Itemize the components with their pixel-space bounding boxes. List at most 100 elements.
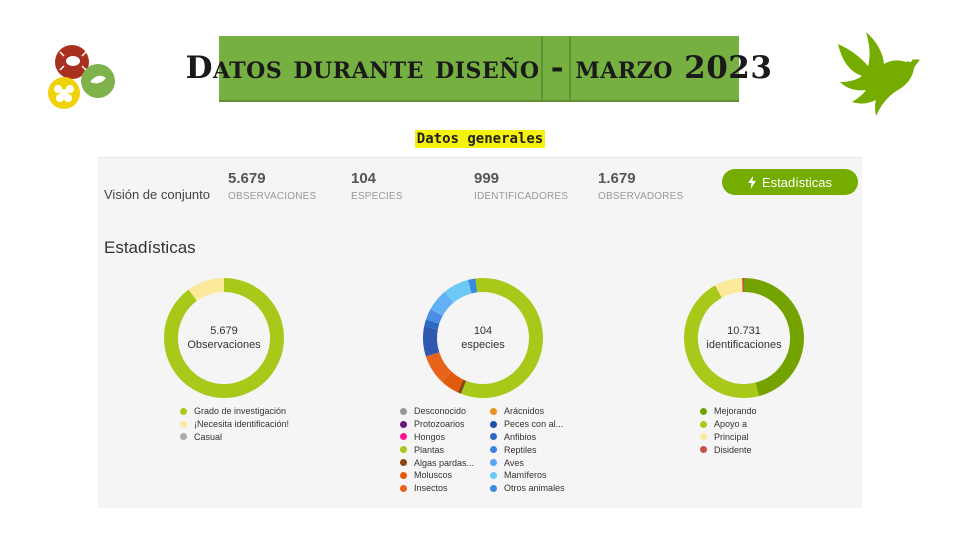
legend-label: Mejorando <box>714 406 757 417</box>
legend-item[interactable]: Principal <box>700 431 757 444</box>
legend-item[interactable]: Mamíferos <box>490 469 565 482</box>
legend-label: Moluscos <box>414 470 453 481</box>
stat-observers-value: 1.679 <box>598 170 636 187</box>
legend-label: Reptiles <box>504 444 537 455</box>
legend-label: Grado de investigación <box>194 406 287 417</box>
section-subtitle: Datos generales <box>0 128 960 148</box>
legend-label: Apoyo a <box>714 419 748 430</box>
legend-item[interactable]: Grado de investigación <box>180 405 289 418</box>
legend-item[interactable]: Anfibios <box>490 431 565 444</box>
stat-identifiers[interactable]: 999 IDENTIFICADORES <box>474 170 568 202</box>
legend-label: Otros animales <box>504 483 565 494</box>
legend-label: ¡Necesita identificación! <box>194 419 290 430</box>
legend-item[interactable]: Disidente <box>700 443 757 456</box>
inaturalist-bird-logo <box>838 32 920 116</box>
donut-1-slice-7[interactable] <box>430 291 454 317</box>
legend-label: Protozoarios <box>414 419 465 430</box>
donut-2-slice-2[interactable] <box>715 278 743 298</box>
observations-donut-center: 5.679 Observaciones <box>162 276 286 400</box>
legend-swatch <box>490 459 498 467</box>
donut-1-slice-8[interactable] <box>444 279 472 303</box>
observations-center-label: Observaciones <box>187 339 261 351</box>
identifications-donut-chart <box>684 278 804 398</box>
legend-swatch <box>400 484 407 492</box>
legend-item[interactable]: Moluscos <box>400 469 474 482</box>
inaturalist-nature-logo <box>48 45 115 109</box>
legend-label: Arácnidos <box>504 406 545 417</box>
donut-1-slice-2[interactable] <box>441 371 464 393</box>
overview-label: Visión de conjunto <box>104 187 211 202</box>
species-center-label: especies <box>461 339 505 351</box>
legend-label: Desconocido <box>414 406 467 417</box>
legend-item[interactable]: Desconocido <box>400 405 474 418</box>
legend-column: Grado de investigación ¡Necesita identifi… <box>180 405 289 443</box>
legend-item[interactable]: Reptiles <box>490 443 565 456</box>
donut-1-slice-6[interactable] <box>425 309 443 324</box>
donut-2-slice-0[interactable] <box>743 278 804 397</box>
legend-swatch <box>490 433 498 441</box>
legend-swatch <box>400 407 407 415</box>
stat-observers[interactable]: 1.679 OBSERVADORES <box>598 170 683 202</box>
species-donut: 104 especies <box>421 276 545 400</box>
legend-item[interactable]: Plantas <box>400 443 474 456</box>
identifications-donut-center: 10.731 identificaciones <box>682 276 806 400</box>
identifications-legend: Mejorando Apoyo a Principal Disidente <box>700 405 757 456</box>
species-donut-chart <box>423 278 543 398</box>
lightning-icon <box>747 175 756 189</box>
statistics-button-label: Estadísticas <box>761 174 833 190</box>
title-banner: Datos durante diseño - marzo 2023 <box>186 36 772 102</box>
stat-species-label: ESPECIES <box>351 191 403 202</box>
donut-1-slice-5[interactable] <box>424 319 440 330</box>
legend-label: Principal <box>714 431 749 442</box>
legend-item[interactable]: Arácnidos <box>490 405 565 418</box>
species-legend: Desconocido Protozoarios Hongos Plantas Alga… <box>400 405 565 495</box>
statistics-button[interactable]: Estadísticas <box>722 169 858 195</box>
donut-0-slice-0[interactable] <box>164 278 284 398</box>
legend-swatch <box>490 446 498 454</box>
stat-species-value: 104 <box>351 170 377 187</box>
legend-item[interactable]: Otros animales <box>490 482 565 495</box>
legend-swatch <box>400 433 407 441</box>
legend-label: Anfibios <box>504 431 537 442</box>
legend-item[interactable]: Peces con al... <box>490 418 565 431</box>
legend-swatch <box>400 471 407 479</box>
legend-swatch <box>180 420 187 428</box>
donut-1-slice-0[interactable] <box>460 278 543 398</box>
donut-1-slice-3[interactable] <box>425 351 452 382</box>
legend-label: Algas pardas... <box>414 457 475 468</box>
stat-observations[interactable]: 5.679 OBSERVACIONES <box>228 170 316 202</box>
legend-item[interactable]: Algas pardas... <box>400 456 474 469</box>
legend-label: Casual <box>194 431 223 442</box>
donut-1-slice-4[interactable] <box>423 326 440 357</box>
observations-donut-chart <box>164 278 284 398</box>
page-title: Datos durante diseño - marzo 2023 <box>185 50 773 86</box>
legend-item[interactable]: Hongos <box>400 431 474 444</box>
subtitle-text: Datos generales <box>414 130 546 148</box>
legend-label: Plantas <box>414 444 445 455</box>
legend-swatch <box>700 407 707 415</box>
species-donut-center: 104 especies <box>421 276 545 400</box>
stat-species[interactable]: 104 ESPECIES <box>351 170 403 202</box>
legend-item[interactable]: Apoyo a <box>700 418 757 431</box>
donut-0-slice-1[interactable] <box>188 278 225 301</box>
legend-swatch <box>400 459 407 467</box>
donut-1-slice-1[interactable] <box>457 379 467 394</box>
identifications-donut: 10.731 identificaciones <box>682 276 806 400</box>
identifications-center-label: identificaciones <box>706 339 782 351</box>
legend-item[interactable]: Aves <box>490 456 565 469</box>
donut-2-slice-1[interactable] <box>684 285 759 398</box>
donut-1-slice-9[interactable] <box>468 278 478 294</box>
stat-observations-label: OBSERVACIONES <box>228 191 317 202</box>
legend-label: Mamíferos <box>504 470 547 481</box>
statistics-section-title: Estadísticas <box>104 238 196 257</box>
legend-item[interactable]: Casual <box>180 431 289 444</box>
legend-item[interactable]: Insectos <box>400 482 474 495</box>
legend-label: Insectos <box>414 483 448 494</box>
legend-item[interactable]: Mejorando <box>700 405 757 418</box>
stat-observations-value: 5.679 <box>228 170 266 187</box>
stats-panel: Visión de conjunto 5.679 OBSERVACIONES 1… <box>98 157 862 508</box>
legend-item[interactable]: Protozoarios <box>400 418 474 431</box>
legend-item[interactable]: ¡Necesita identificación! <box>180 418 289 431</box>
legend-swatch <box>490 420 498 428</box>
legend-column: Mejorando Apoyo a Principal Disidente <box>700 405 757 456</box>
